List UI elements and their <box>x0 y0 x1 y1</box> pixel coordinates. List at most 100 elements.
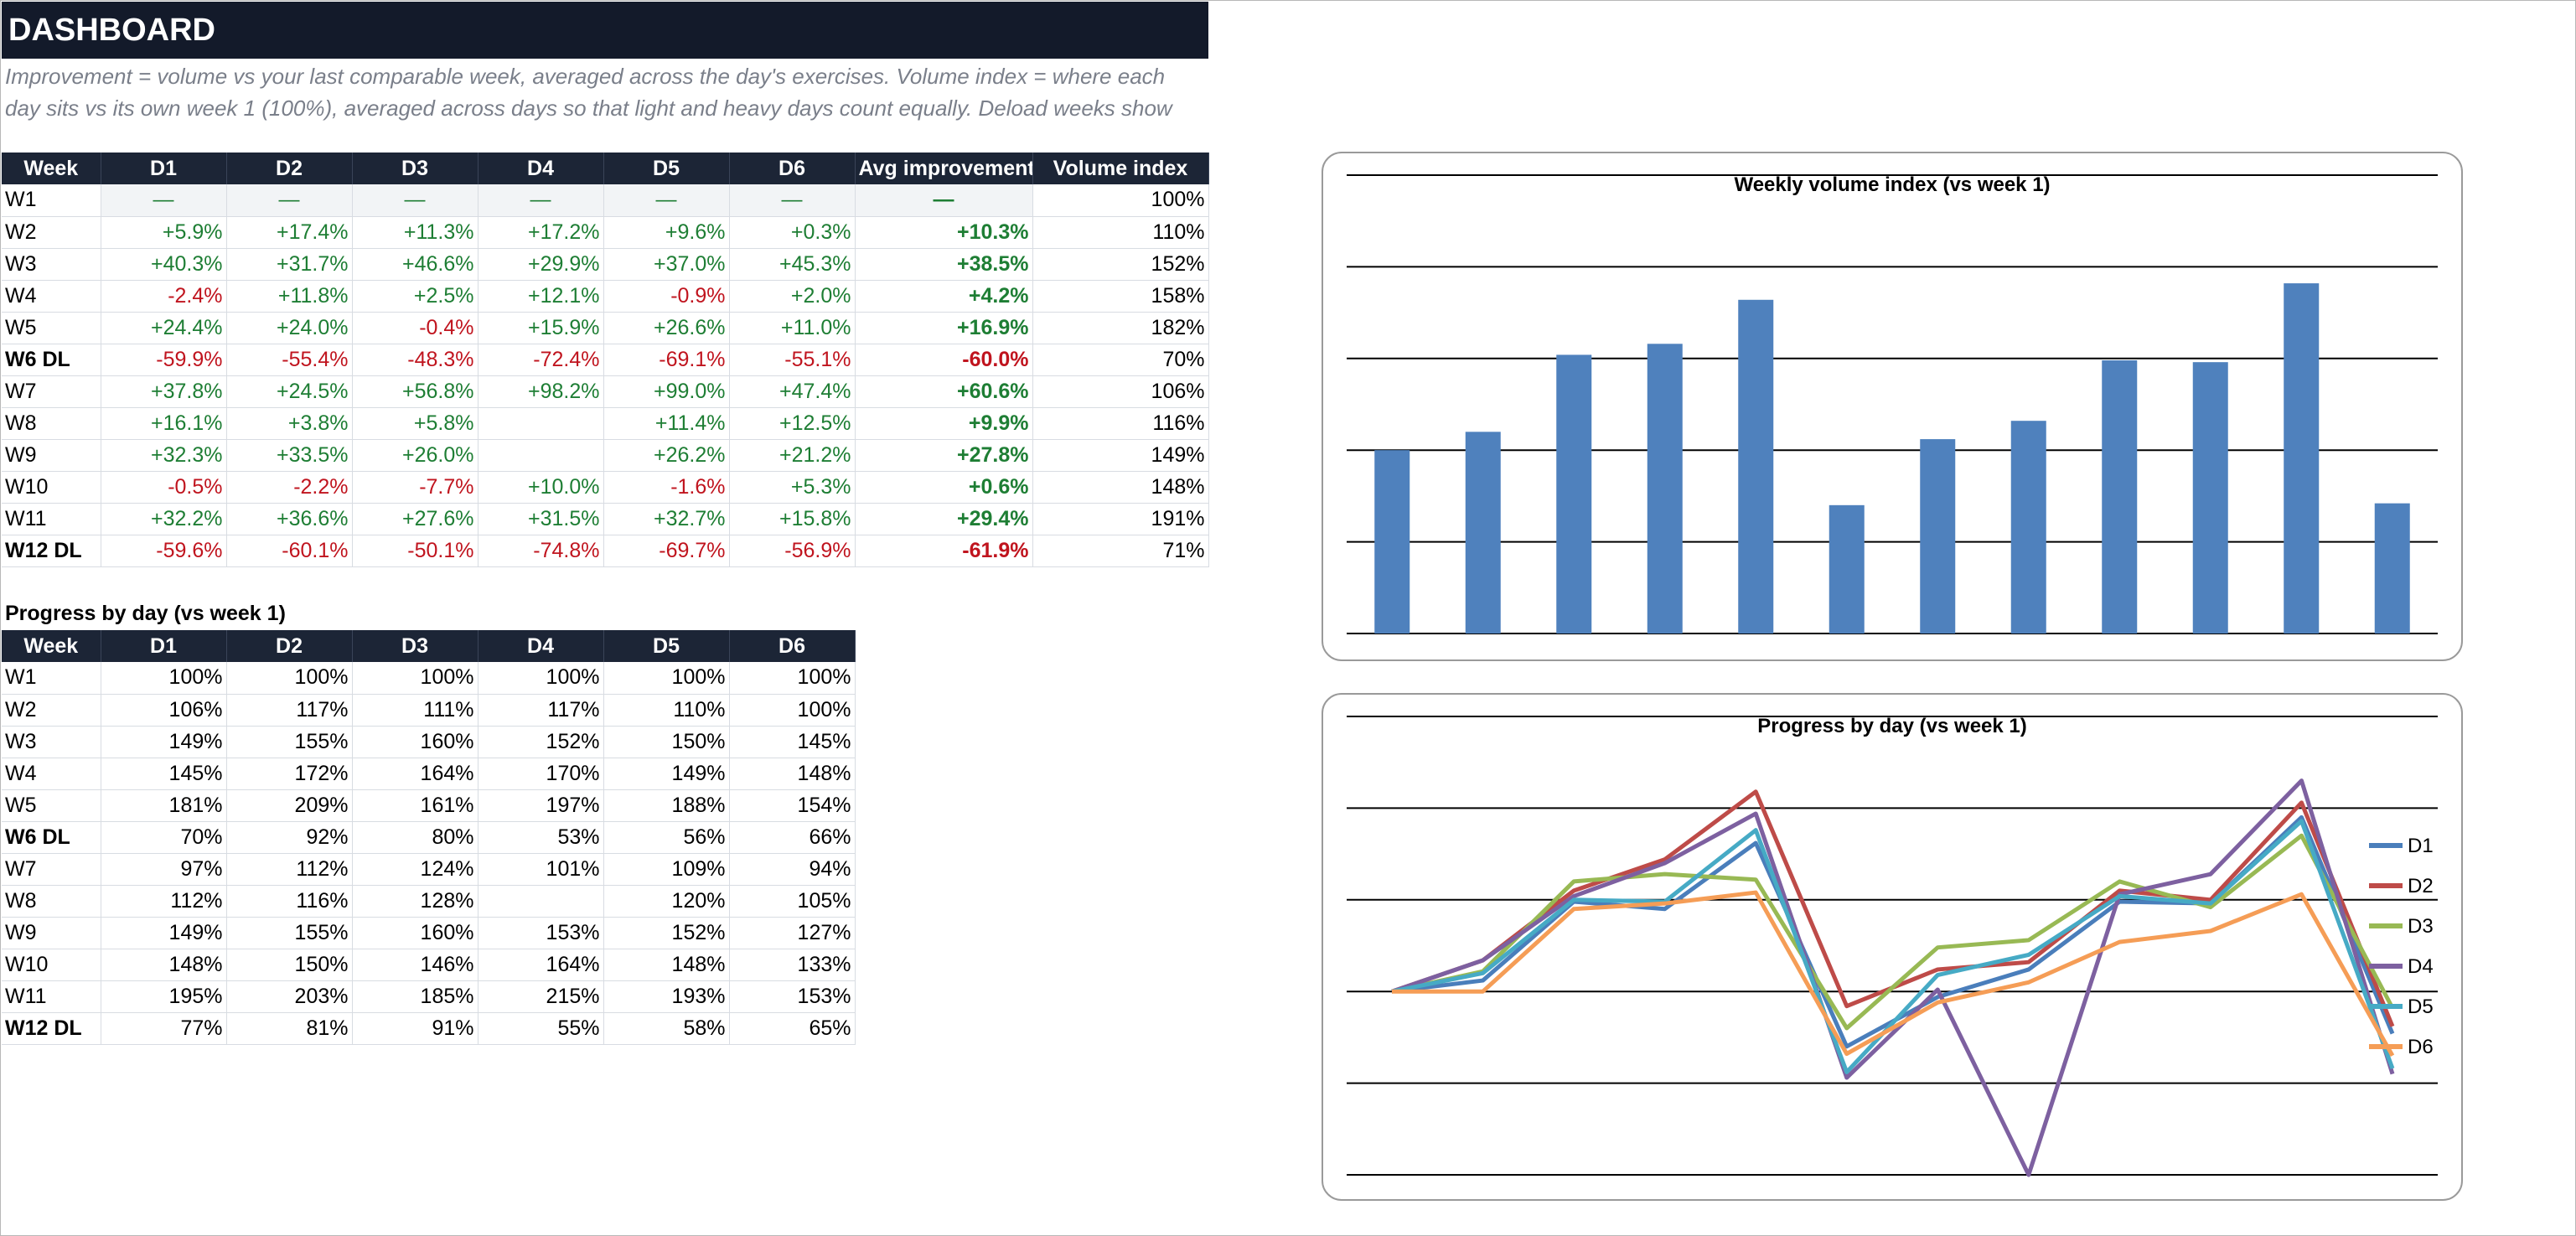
value-cell[interactable]: +0.6% <box>855 471 1033 504</box>
value-cell[interactable]: +99.0% <box>603 375 730 408</box>
value-cell[interactable]: 149% <box>101 917 227 949</box>
value-cell[interactable]: +15.9% <box>478 312 604 344</box>
week-cell[interactable]: W5 <box>2 789 101 822</box>
value-cell[interactable]: 100% <box>226 662 353 695</box>
value-cell[interactable]: 188% <box>603 789 730 822</box>
week-cell[interactable]: W10 <box>2 949 101 981</box>
week-cell[interactable]: W6 DL <box>2 344 101 376</box>
value-cell[interactable]: -59.6% <box>101 535 227 567</box>
value-cell[interactable]: +11.3% <box>352 216 478 249</box>
value-cell[interactable]: — <box>352 184 478 217</box>
value-cell[interactable]: +9.9% <box>855 407 1033 440</box>
week-cell[interactable]: W4 <box>2 758 101 790</box>
value-cell[interactable]: -2.2% <box>226 471 353 504</box>
value-cell[interactable]: 100% <box>1032 184 1209 217</box>
value-cell[interactable]: 155% <box>226 917 353 949</box>
week-cell[interactable]: W10 <box>2 471 101 504</box>
value-cell[interactable]: 65% <box>729 1012 856 1045</box>
value-cell[interactable]: 170% <box>478 758 604 790</box>
bar-w3[interactable] <box>1556 354 1592 634</box>
value-cell[interactable]: 158% <box>1032 280 1209 313</box>
value-cell[interactable]: +16.9% <box>855 312 1033 344</box>
series-line-d1[interactable] <box>1391 815 2395 1049</box>
value-cell[interactable]: +16.1% <box>101 407 227 440</box>
value-cell[interactable]: 106% <box>1032 375 1209 408</box>
week-cell[interactable]: W12 DL <box>2 535 101 567</box>
value-cell[interactable]: 145% <box>729 726 856 758</box>
value-cell[interactable]: 148% <box>729 758 856 790</box>
value-cell[interactable]: 100% <box>352 662 478 695</box>
value-cell[interactable]: 116% <box>226 885 353 918</box>
week-cell[interactable]: W2 <box>2 216 101 249</box>
value-cell[interactable]: -0.9% <box>603 280 730 313</box>
value-cell[interactable]: -7.7% <box>352 471 478 504</box>
series-line-d5[interactable] <box>1391 819 2395 1074</box>
value-cell[interactable]: -69.1% <box>603 344 730 376</box>
value-cell[interactable]: +32.3% <box>101 439 227 472</box>
value-cell[interactable]: 185% <box>352 980 478 1013</box>
value-cell[interactable]: 100% <box>729 694 856 727</box>
value-cell[interactable]: +38.5% <box>855 248 1033 281</box>
value-cell[interactable]: +5.9% <box>101 216 227 249</box>
value-cell[interactable]: 182% <box>1032 312 1209 344</box>
value-cell[interactable]: +31.5% <box>478 503 604 535</box>
value-cell[interactable]: 133% <box>729 949 856 981</box>
value-cell[interactable]: 112% <box>101 885 227 918</box>
value-cell[interactable]: +4.2% <box>855 280 1033 313</box>
bar-w5[interactable] <box>1738 299 1774 634</box>
value-cell[interactable]: +27.6% <box>352 503 478 535</box>
value-cell[interactable]: 195% <box>101 980 227 1013</box>
value-cell[interactable]: 152% <box>478 726 604 758</box>
value-cell[interactable]: 58% <box>603 1012 730 1045</box>
value-cell[interactable]: +31.7% <box>226 248 353 281</box>
value-cell[interactable]: 70% <box>101 821 227 854</box>
value-cell[interactable]: 152% <box>1032 248 1209 281</box>
value-cell[interactable] <box>478 407 604 440</box>
value-cell[interactable]: 148% <box>101 949 227 981</box>
value-cell[interactable]: 97% <box>101 853 227 886</box>
value-cell[interactable]: 153% <box>729 980 856 1013</box>
value-cell[interactable]: — <box>855 184 1033 217</box>
value-cell[interactable]: 91% <box>352 1012 478 1045</box>
value-cell[interactable]: +10.3% <box>855 216 1033 249</box>
value-cell[interactable]: 105% <box>729 885 856 918</box>
value-cell[interactable]: +37.8% <box>101 375 227 408</box>
value-cell[interactable]: 100% <box>603 662 730 695</box>
value-cell[interactable]: +98.2% <box>478 375 604 408</box>
value-cell[interactable]: +24.4% <box>101 312 227 344</box>
value-cell[interactable]: +11.4% <box>603 407 730 440</box>
bar-w4[interactable] <box>1647 344 1683 634</box>
value-cell[interactable]: -1.6% <box>603 471 730 504</box>
week-cell[interactable]: W8 <box>2 885 101 918</box>
series-line-d4[interactable] <box>1391 778 2395 1177</box>
value-cell[interactable]: 81% <box>226 1012 353 1045</box>
value-cell[interactable]: +11.0% <box>729 312 856 344</box>
value-cell[interactable]: 100% <box>478 662 604 695</box>
value-cell[interactable]: 146% <box>352 949 478 981</box>
value-cell[interactable]: 154% <box>729 789 856 822</box>
series-line-d3[interactable] <box>1391 833 2395 1031</box>
value-cell[interactable]: +21.2% <box>729 439 856 472</box>
value-cell[interactable]: — <box>478 184 604 217</box>
value-cell[interactable]: +29.9% <box>478 248 604 281</box>
week-cell[interactable]: W1 <box>2 184 101 217</box>
value-cell[interactable]: +12.5% <box>729 407 856 440</box>
value-cell[interactable]: +60.6% <box>855 375 1033 408</box>
value-cell[interactable]: 191% <box>1032 503 1209 535</box>
value-cell[interactable]: 203% <box>226 980 353 1013</box>
value-cell[interactable]: 161% <box>352 789 478 822</box>
value-cell[interactable]: -60.0% <box>855 344 1033 376</box>
value-cell[interactable]: — <box>603 184 730 217</box>
week-cell[interactable]: W9 <box>2 917 101 949</box>
value-cell[interactable]: +12.1% <box>478 280 604 313</box>
value-cell[interactable]: +26.0% <box>352 439 478 472</box>
value-cell[interactable]: 55% <box>478 1012 604 1045</box>
value-cell[interactable]: 117% <box>478 694 604 727</box>
value-cell[interactable]: -50.1% <box>352 535 478 567</box>
value-cell[interactable]: 111% <box>352 694 478 727</box>
value-cell[interactable] <box>478 885 604 918</box>
value-cell[interactable]: +10.0% <box>478 471 604 504</box>
week-cell[interactable]: W7 <box>2 375 101 408</box>
volume-index-chart[interactable]: Weekly volume index (vs week 1) <box>1322 152 2463 661</box>
bar-w8[interactable] <box>2010 421 2046 634</box>
